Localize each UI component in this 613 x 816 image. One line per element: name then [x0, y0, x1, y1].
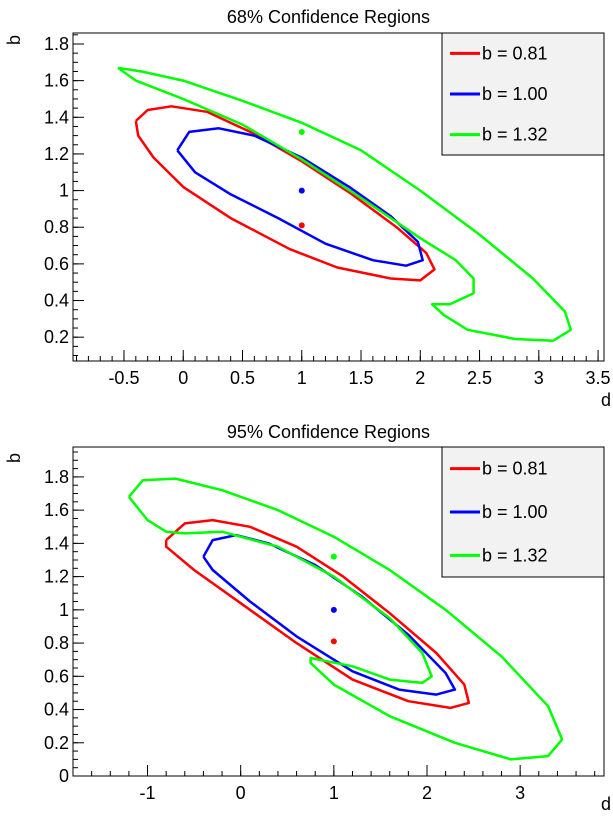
plot-frame: [72, 446, 605, 777]
axes: -0.5 0 0.5 1 1.5 2 2.5 3 3.5 0.2 0.4 0.6 0.8 1 1.2 1.4 1…: [44, 34, 611, 388]
contour-081: [164, 518, 471, 710]
y-tick-label: 0.2: [44, 327, 69, 347]
plot-frame: [72, 32, 605, 362]
y-tick-label: 0.4: [44, 291, 69, 311]
contour-100: [202, 533, 457, 696]
center-point: [298, 128, 305, 135]
y-tick-label: 1: [59, 181, 69, 201]
panel-68-percent: 68% Confidence Regions d b -0.5 0 0.5 1 1.5 2 2.5…: [4, 7, 611, 410]
x-tick-label: 3.5: [586, 368, 611, 388]
x-tick-label: 0: [178, 368, 188, 388]
y-tick-label: 0: [59, 766, 69, 786]
chart-title: 95% Confidence Regions: [227, 422, 430, 442]
y-tick-label: 1.4: [44, 533, 69, 553]
chart-title: 68% Confidence Regions: [227, 7, 430, 27]
center-point: [330, 606, 337, 613]
legend-label: b = 0.81: [482, 459, 548, 479]
y-tick-label: 1.4: [44, 107, 69, 127]
y-axis-label: b: [4, 453, 24, 463]
center-point: [330, 553, 337, 560]
y-tick-label: 1.2: [44, 144, 69, 164]
axes: -1 0 1 2 3 0 0.2 0.4 0.6 0.8 1 1.2 1.4 1.6 1.8: [44, 451, 596, 803]
x-axis-label: d: [601, 390, 611, 410]
x-tick-label: -0.5: [108, 368, 139, 388]
x-tick-label: 2: [422, 783, 432, 803]
legend-label: b = 0.81: [482, 43, 548, 63]
y-tick-label: 1.2: [44, 567, 69, 587]
x-axis-label: d: [601, 794, 611, 814]
center-point: [298, 187, 305, 194]
y-tick-label: 0.6: [44, 254, 69, 274]
panel-95-percent: 95% Confidence Regions d b -1 0 1 2 3 0 0.2 0.4 0.6…: [4, 422, 611, 814]
x-tick-label: 3: [534, 368, 544, 388]
legend-label: b = 1.32: [482, 125, 548, 145]
x-tick-label: 1: [297, 368, 307, 388]
y-tick-label: 0.8: [44, 633, 69, 653]
legend-label: b = 1.32: [482, 545, 548, 565]
contour-100: [176, 127, 424, 267]
y-tick-label: 0.4: [44, 700, 69, 720]
y-axis-label: b: [4, 35, 24, 45]
center-point: [330, 638, 337, 645]
x-tick-label: -1: [140, 783, 156, 803]
x-tick-label: 1: [329, 783, 339, 803]
y-tick-label: 1.6: [44, 500, 69, 520]
contour-132: [127, 477, 564, 761]
legend-label: b = 1.00: [482, 502, 548, 522]
contour-132: [117, 66, 573, 343]
x-tick-label: 2: [415, 368, 425, 388]
x-tick-label: 0: [236, 783, 246, 803]
x-tick-label: 2.5: [467, 368, 492, 388]
legend: b = 0.81 b = 1.00 b = 1.32: [441, 446, 605, 578]
contour-081: [134, 105, 436, 282]
x-tick-label: 1.5: [349, 368, 374, 388]
y-tick-label: 1.8: [44, 467, 69, 487]
y-tick-label: 0.6: [44, 666, 69, 686]
legend: b = 0.81 b = 1.00 b = 1.32: [441, 32, 605, 156]
x-tick-label: 0.5: [230, 368, 255, 388]
y-tick-label: 0.2: [44, 733, 69, 753]
y-tick-label: 1.6: [44, 71, 69, 91]
y-tick-label: 1.8: [44, 34, 69, 54]
legend-label: b = 1.00: [482, 84, 548, 104]
y-tick-label: 1: [59, 600, 69, 620]
center-point: [298, 222, 305, 229]
y-tick-label: 0.8: [44, 217, 69, 237]
x-tick-label: 3: [515, 783, 525, 803]
